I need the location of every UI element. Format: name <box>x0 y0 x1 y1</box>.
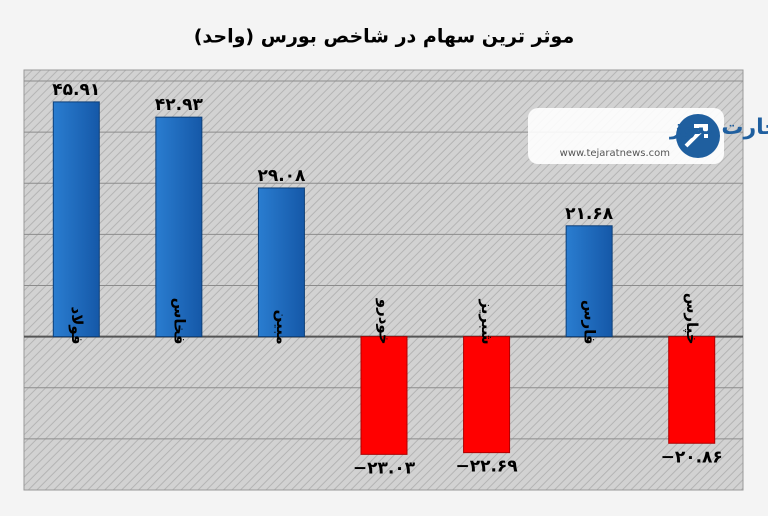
bar <box>52 101 100 338</box>
x-tick-label: خودرو <box>376 298 394 345</box>
value-label: ۴۲.۹۳ <box>155 95 204 115</box>
bar <box>155 116 203 338</box>
x-tick-label: خپارس <box>682 293 701 345</box>
logo: تجارت نیوز www.tejaratnews.com <box>528 108 768 164</box>
x-tick-label: فارس <box>581 300 599 345</box>
bar <box>565 225 613 338</box>
value-label: ۲۹.۰۸ <box>257 166 306 186</box>
logo-url: www.tejaratnews.com <box>560 148 670 159</box>
bar <box>463 336 511 454</box>
bar <box>360 336 408 455</box>
x-tick-label: شبریز <box>478 298 496 344</box>
value-label: ۲۱.۶۸ <box>565 204 614 224</box>
bar <box>257 187 305 338</box>
bar <box>668 336 716 444</box>
chart-title: موثر ترین سهام در شاخص بورس (واحد) <box>194 26 574 48</box>
value-label: −۲۰.۸۶ <box>661 447 723 467</box>
value-label: −۲۲.۶۹ <box>455 457 518 477</box>
x-tick-label: مبین <box>273 310 291 345</box>
value-label: −۲۳.۰۳ <box>353 458 416 478</box>
logo-arrow <box>684 124 708 148</box>
x-tick-label: فولاد <box>68 307 86 345</box>
logo-name: تجارت نیوز <box>669 115 768 140</box>
logo-box <box>528 108 724 164</box>
x-tick-label: فخاس <box>170 298 188 345</box>
value-label: ۴۵.۹۱ <box>52 80 100 100</box>
